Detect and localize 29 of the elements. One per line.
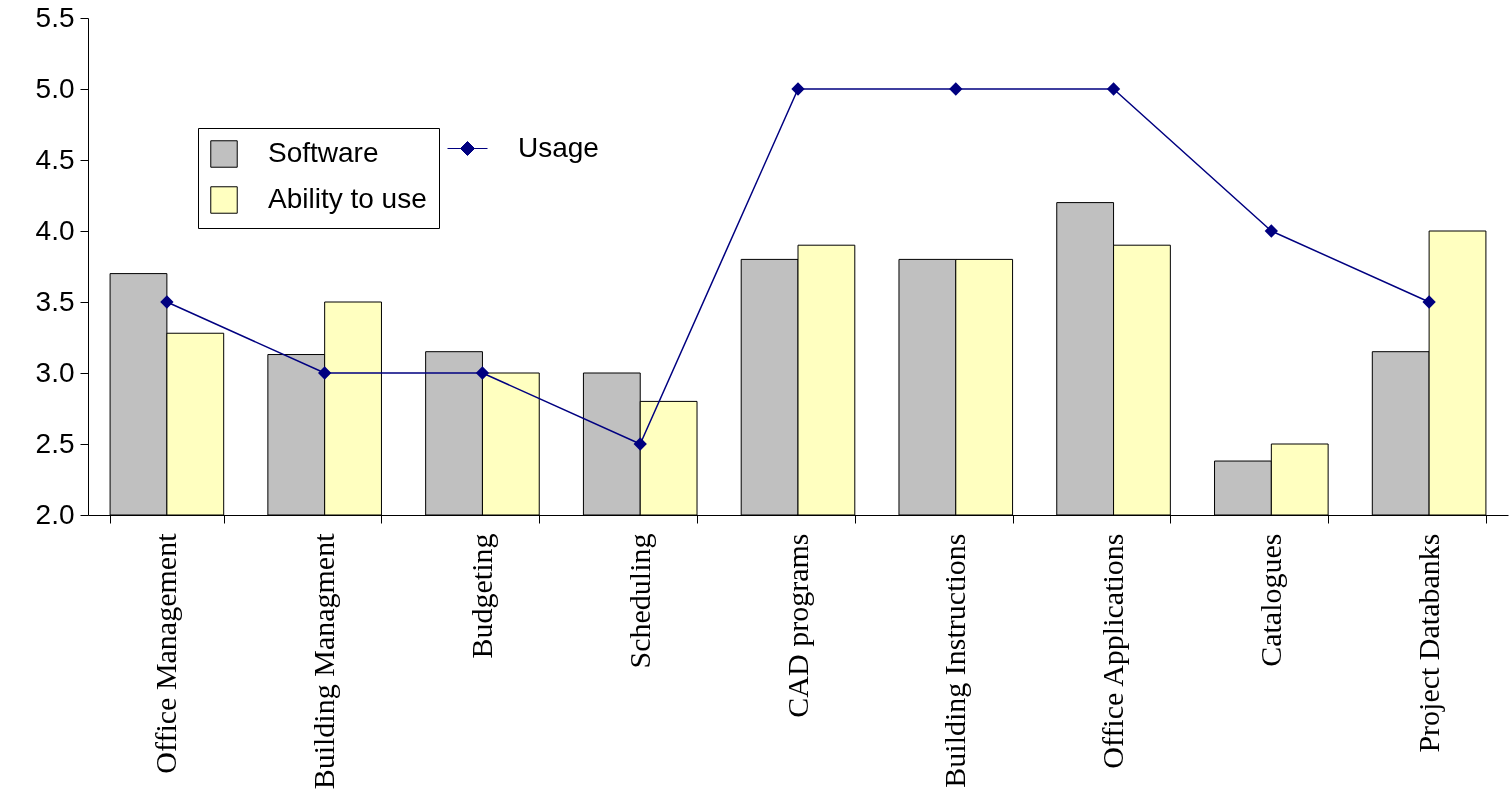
- x-tick-label: Building Instructions: [938, 533, 972, 788]
- point: [160, 295, 174, 309]
- x-tick-label: CAD programs: [780, 533, 814, 718]
- y-tick-label: 2.5: [35, 427, 75, 459]
- legend-label: Usage: [518, 131, 599, 163]
- x-tick-label: Catalogues: [1253, 533, 1287, 667]
- point: [1265, 224, 1278, 238]
- y-tick-label: 5.5: [35, 1, 75, 33]
- point: [949, 82, 963, 96]
- y-tick-label: 3.5: [35, 285, 75, 317]
- x-tick-label: Project Databanks: [1411, 533, 1445, 753]
- x-tick-label: Office Applications: [1096, 533, 1130, 769]
- x-tick-label: Scheduling: [622, 533, 656, 669]
- y-tick-label: 3.0: [35, 356, 75, 388]
- point: [476, 366, 489, 380]
- point: [633, 437, 647, 451]
- legend-label: Software: [268, 137, 379, 168]
- point: [1422, 295, 1436, 309]
- y-tick-label: 4.0: [35, 214, 75, 246]
- legend-label: Ability to use: [268, 183, 427, 214]
- point: [1107, 82, 1120, 96]
- y-tick-label: 5.0: [35, 72, 75, 104]
- point: [318, 366, 331, 380]
- x-tick-label: Building Managment: [307, 532, 341, 790]
- y-tick-label: 2.0: [35, 498, 75, 530]
- x-tick-label: Budgeting: [464, 533, 498, 659]
- y-tick-label: 4.5: [35, 143, 75, 175]
- x-tick-label: Office Management: [149, 532, 183, 774]
- point: [791, 82, 805, 96]
